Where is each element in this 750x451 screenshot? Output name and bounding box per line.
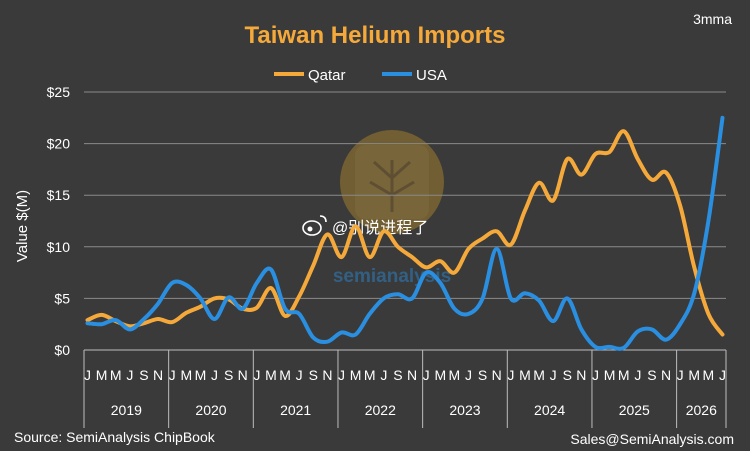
x-year-label: 2026: [686, 402, 717, 418]
weibo-icon: [302, 215, 327, 236]
x-month-label: J: [507, 367, 514, 383]
x-month-label: M: [618, 367, 630, 383]
x-month-label: N: [661, 367, 671, 383]
logo-chip-shape: [355, 145, 429, 219]
x-year-label: 2024: [534, 402, 565, 418]
logo-tree-shape: [369, 160, 415, 212]
x-month-label: M: [279, 367, 291, 383]
x-month-label: M: [688, 367, 700, 383]
x-month-label: J: [253, 367, 260, 383]
x-month-label: N: [407, 367, 417, 383]
x-month-label: M: [96, 367, 108, 383]
x-year-label: 2025: [619, 402, 650, 418]
x-month-label: M: [434, 367, 446, 383]
x-month-label: J: [211, 367, 218, 383]
x-month-label: J: [634, 367, 641, 383]
x-month-label: N: [322, 367, 332, 383]
x-year-label: 2023: [449, 402, 480, 418]
x-month-label: J: [592, 367, 599, 383]
x-month-label: J: [380, 367, 387, 383]
x-month-label: J: [423, 367, 430, 383]
x-month-label: S: [478, 367, 487, 383]
x-month-label: M: [180, 367, 192, 383]
x-year-label: 2020: [195, 402, 226, 418]
y-tick-label: $0: [54, 342, 70, 358]
y-tick-label: $10: [47, 239, 71, 255]
legend-label-qatar: Qatar: [308, 67, 346, 84]
x-month-label: N: [238, 367, 248, 383]
footer-contact: Sales@SemiAnalysis.com: [570, 431, 734, 447]
series-line-usa: [85, 115, 725, 351]
x-month-label: M: [110, 367, 122, 383]
x-month-label: S: [224, 367, 233, 383]
legend: Qatar USA: [274, 67, 447, 84]
x-month-label: J: [719, 367, 726, 383]
x-year-label: 2021: [280, 402, 311, 418]
x-month-label: S: [647, 367, 656, 383]
x-month-label: N: [153, 367, 163, 383]
legend-label-usa: USA: [416, 67, 447, 84]
x-month-label: M: [703, 367, 715, 383]
x-month-label: J: [338, 367, 345, 383]
weibo-watermark: @别说进程了: [302, 215, 428, 237]
x-month-label: J: [169, 367, 176, 383]
x-year-label: 2019: [111, 402, 142, 418]
y-tick-label: $25: [47, 84, 71, 100]
x-month-label: J: [126, 367, 133, 383]
x-month-label: M: [604, 367, 616, 383]
x-month-label: M: [449, 367, 461, 383]
x-month-label: M: [350, 367, 362, 383]
series-usa: [85, 115, 725, 351]
x-month-label: S: [563, 367, 572, 383]
x-month-label: N: [492, 367, 502, 383]
x-month-label: J: [550, 367, 557, 383]
chart-subtitle: 3mma: [693, 11, 732, 27]
x-month-label: S: [393, 367, 402, 383]
x-month-label: J: [296, 367, 303, 383]
series-layer: [85, 115, 725, 351]
y-tick-label: $20: [47, 136, 71, 152]
x-month-label: J: [677, 367, 684, 383]
x-month-label: S: [309, 367, 318, 383]
series-line-qatar: [85, 129, 725, 337]
y-axis-title: Value $(M): [14, 190, 31, 262]
x-month-label: M: [533, 367, 545, 383]
x-month-label: J: [465, 367, 472, 383]
chart-title: Taiwan Helium Imports: [245, 22, 506, 49]
y-tick-label: $5: [54, 290, 70, 306]
x-month-label: M: [265, 367, 277, 383]
x-month-label: M: [519, 367, 531, 383]
footer-source: Source: SemiAnalysis ChipBook: [14, 429, 216, 445]
x-month-label: M: [364, 367, 376, 383]
y-tick-label: $15: [47, 187, 71, 203]
tree-chip-logo-icon: [340, 130, 444, 234]
x-month-label: N: [576, 367, 586, 383]
x-year-label: 2022: [365, 402, 396, 418]
series-qatar: [85, 129, 725, 337]
x-month-label: S: [139, 367, 148, 383]
x-month-label: M: [195, 367, 207, 383]
watermark-overlay-text: @别说进程了: [332, 219, 428, 237]
x-month-label: J: [84, 367, 91, 383]
